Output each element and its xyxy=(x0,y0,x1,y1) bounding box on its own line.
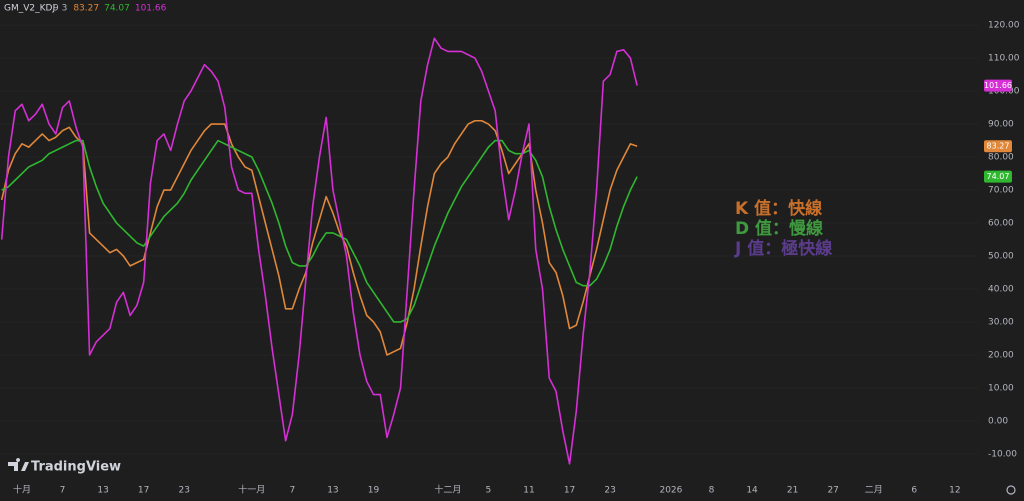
y-tick-label: 120.00 xyxy=(988,21,1020,31)
x-tick-label: 二月 xyxy=(865,485,883,496)
x-tick-label: 13 xyxy=(97,486,108,496)
x-tick-label: 13 xyxy=(327,486,338,496)
x-tick-label: 十月 xyxy=(13,484,31,496)
legend-value: 83.27 xyxy=(73,4,99,14)
y-tick-label: 40.00 xyxy=(988,284,1014,294)
y-tick-label: 90.00 xyxy=(988,120,1014,130)
y-tick-label: 30.00 xyxy=(988,317,1014,327)
series-line xyxy=(0,37,638,465)
x-tick-label: 23 xyxy=(178,486,189,496)
y-tick-label: 70.00 xyxy=(988,186,1014,196)
grid xyxy=(0,24,978,455)
x-tick-label: 27 xyxy=(827,486,838,496)
x-tick-label: 17 xyxy=(138,486,149,496)
y-tick-label: 60.00 xyxy=(988,219,1014,229)
y-tick-label: 80.00 xyxy=(988,153,1014,163)
annotation: D 值：慢線 xyxy=(735,218,823,239)
last-value-tag xyxy=(984,79,1012,92)
x-tick-label: 5 xyxy=(486,486,492,496)
plot xyxy=(0,37,638,465)
y-tick-label: -10.00 xyxy=(988,449,1017,459)
x-tick-label: 7 xyxy=(60,486,66,496)
x-tick-label: 17 xyxy=(564,486,575,496)
axes: -10.00 0.00 10.00 20.00 30.00 40.00 50.00 60.00… xyxy=(13,21,1020,496)
brand-text: TradingView xyxy=(31,460,121,475)
legend-value: 101.66 xyxy=(135,4,167,14)
logo-mark xyxy=(8,458,29,471)
x-tick-label: 十一月 xyxy=(238,484,265,496)
x-tick-label: 7 xyxy=(290,486,296,496)
x-tick-label: 6 xyxy=(911,486,917,496)
x-tick-label: 21 xyxy=(787,486,798,496)
last-value-label: 101.66 xyxy=(984,81,1012,90)
last-value-label: 74.07 xyxy=(987,172,1010,181)
legend: GM_V2_KDJ 9 3 83.27 74.07 101.66 xyxy=(4,4,167,14)
settings-icon[interactable] xyxy=(1006,485,1016,495)
annotations: K 值：快線D 值：慢線J 值：極快線 xyxy=(734,198,832,259)
x-tick-label: 19 xyxy=(368,486,380,496)
y-tick-label: 0.00 xyxy=(988,416,1008,426)
indicator-params: 9 3 xyxy=(53,4,67,14)
x-tick-label: 23 xyxy=(604,486,615,496)
annotation: K 值：快線 xyxy=(735,198,822,219)
brand-logo: TradingView xyxy=(8,458,121,475)
x-tick-label: 11 xyxy=(523,486,534,496)
indicator-name: GM_V2_KDJ xyxy=(4,4,55,14)
y-tick-label: 110.00 xyxy=(988,54,1020,64)
gear[interactable] xyxy=(1006,485,1016,495)
last-value-label: 83.27 xyxy=(987,142,1010,151)
x-tick-label: 14 xyxy=(746,486,758,496)
x-tick-label: 8 xyxy=(709,486,715,496)
y-tick-label: 10.00 xyxy=(988,383,1014,393)
x-tick-label: 12 xyxy=(949,486,960,496)
last-value-tag xyxy=(984,140,1012,153)
y-tick-label: 20.00 xyxy=(988,350,1014,360)
y-tick-label: 50.00 xyxy=(988,252,1014,262)
legend-value: 74.07 xyxy=(104,4,130,14)
annotation: J 值：極快線 xyxy=(734,238,832,259)
x-tick-label: 十二月 xyxy=(434,484,461,496)
last-value-tag xyxy=(984,170,1012,183)
x-tick-label: 2026 xyxy=(659,486,682,496)
